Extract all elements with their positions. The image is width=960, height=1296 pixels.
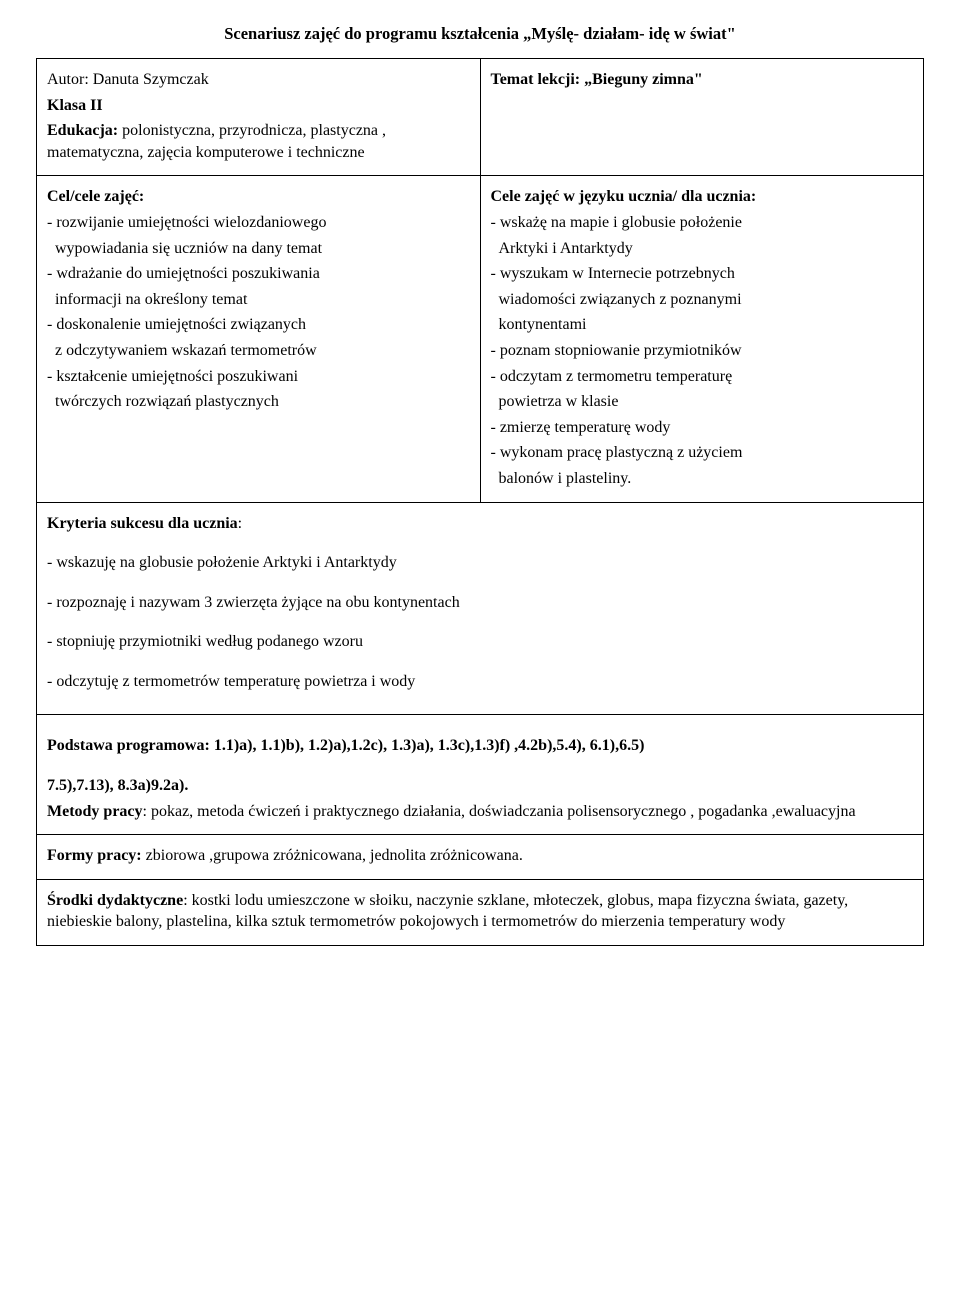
edukacja-label: Edukacja: xyxy=(47,122,118,139)
cell-cele-right: Cele zajęć w języku ucznia/ dla ucznia: … xyxy=(480,176,924,502)
cel-item: wypowiadania się uczniów na dany temat xyxy=(47,238,470,260)
metody-line: Metody pracy: pokaz, metoda ćwiczeń i pr… xyxy=(47,801,913,823)
kryteria-item: - wskazuję na globusie położenie Arktyki… xyxy=(47,552,913,574)
kryteria-heading-line: Kryteria sukcesu dla ucznia: xyxy=(47,513,913,535)
cele-uczen-item: - zmierzę temperaturę wody xyxy=(491,417,914,439)
podstawa-label: Podstawa programowa: xyxy=(47,737,214,754)
kryteria-item: - rozpoznaję i nazywam 3 zwierzęta żyjąc… xyxy=(47,592,913,614)
srodki-line: Środki dydaktyczne: kostki lodu umieszcz… xyxy=(47,890,913,933)
formy-label: Formy pracy: xyxy=(47,847,142,864)
author: Autor: Danuta Szymczak xyxy=(47,69,470,91)
cele-uczen-item: - odczytam z termometru temperaturę xyxy=(491,366,914,388)
kryteria-item: - odczytuję z termometrów temperaturę po… xyxy=(47,671,913,693)
klasa: Klasa II xyxy=(47,95,470,117)
cel-item: - kształcenie umiejętności poszukiwani xyxy=(47,366,470,388)
edukacja: Edukacja: polonistyczna, przyrodnicza, p… xyxy=(47,120,470,163)
cele-uczen-heading: Cele zajęć w języku ucznia/ dla ucznia: xyxy=(491,186,914,208)
cel-item: - wdrażanie do umiejętności poszukiwania xyxy=(47,263,470,285)
cele-uczen-item: kontynentami xyxy=(491,314,914,336)
cele-uczen-item: balonów i plasteliny. xyxy=(491,468,914,490)
cell-formy: Formy pracy: zbiorowa ,grupowa zróżnicow… xyxy=(37,835,924,880)
cele-uczen-item: powietrza w klasie xyxy=(491,391,914,413)
cele-uczen-item: Arktyki i Antarktydy xyxy=(491,238,914,260)
cel-item: - doskonalenie umiejętności związanych xyxy=(47,314,470,336)
cel-heading: Cel/cele zajęć: xyxy=(47,186,470,208)
cell-cele-left: Cel/cele zajęć: - rozwijanie umiejętnośc… xyxy=(37,176,481,502)
podstawa-line1: Podstawa programowa: 1.1)a), 1.1)b), 1.2… xyxy=(47,735,913,757)
temat: Temat lekcji: „Bieguny zimna" xyxy=(491,69,914,91)
cel-item: - rozwijanie umiejętności wielozdanioweg… xyxy=(47,212,470,234)
kryteria-colon: : xyxy=(238,515,242,532)
cell-kryteria: Kryteria sukcesu dla ucznia: - wskazuję … xyxy=(37,502,924,715)
cel-item: z odczytywaniem wskazań termometrów xyxy=(47,340,470,362)
srodki-label: Środki dydaktyczne xyxy=(47,892,183,909)
metody-label: Metody pracy xyxy=(47,803,143,820)
cele-uczen-item: - wyszukam w Internecie potrzebnych xyxy=(491,263,914,285)
podstawa-text: 1.1)a), 1.1)b), 1.2)a),1.2c), 1.3)a), 1.… xyxy=(214,737,645,754)
metody-text: : pokaz, metoda ćwiczeń i praktycznego d… xyxy=(143,803,856,820)
cele-uczen-item: wiadomości związanych z poznanymi xyxy=(491,289,914,311)
kryteria-heading: Kryteria sukcesu dla ucznia xyxy=(47,515,238,532)
main-table: Autor: Danuta Szymczak Klasa II Edukacja… xyxy=(36,58,924,946)
cele-uczen-item: - wskażę na mapie i globusie położenie xyxy=(491,212,914,234)
cel-item: twórczych rozwiązań plastycznych xyxy=(47,391,470,413)
document-title: Scenariusz zajęć do programu kształcenia… xyxy=(36,24,924,44)
cele-uczen-item: - poznam stopniowanie przymiotników xyxy=(491,340,914,362)
cell-srodki: Środki dydaktyczne: kostki lodu umieszcz… xyxy=(37,879,924,945)
cell-podstawa-metody: Podstawa programowa: 1.1)a), 1.1)b), 1.2… xyxy=(37,715,924,835)
kryteria-item: - stopniuję przymiotniki według podanego… xyxy=(47,631,913,653)
podstawa-line2: 7.5),7.13), 8.3a)9.2a). xyxy=(47,775,913,797)
formy-line: Formy pracy: zbiorowa ,grupowa zróżnicow… xyxy=(47,845,913,867)
formy-text: zbiorowa ,grupowa zróżnicowana, jednolit… xyxy=(142,847,523,864)
cele-uczen-item: - wykonam pracę plastyczną z użyciem xyxy=(491,442,914,464)
cell-top-right: Temat lekcji: „Bieguny zimna" xyxy=(480,59,924,176)
cell-top-left: Autor: Danuta Szymczak Klasa II Edukacja… xyxy=(37,59,481,176)
cel-item: informacji na określony temat xyxy=(47,289,470,311)
